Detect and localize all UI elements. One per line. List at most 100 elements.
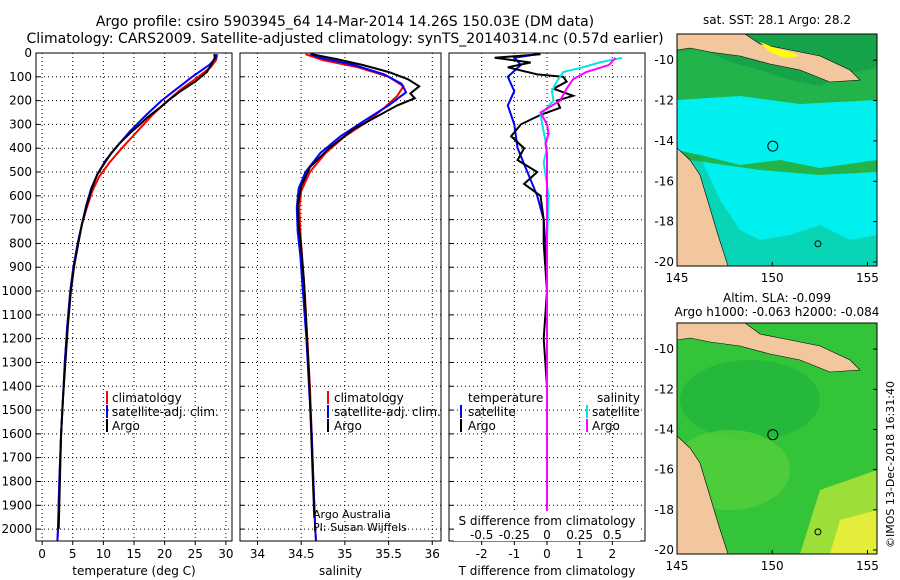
y-tick-label: 700 [9, 213, 32, 227]
title-line-2: Climatology: CARS2009. Satellite-adjuste… [26, 31, 663, 47]
salinity-legend: climatology satellite-adj. clim. Argo [327, 391, 441, 433]
sla-map-subtitle: Argo h1000: -0.063 h2000: -0.084 [675, 305, 880, 319]
map-y-tick-label: -20 [654, 255, 674, 269]
s-axis-backdrop [454, 511, 640, 541]
legend-s-satellite-label: satellite [592, 405, 640, 419]
y-tick-label: 400 [9, 141, 32, 155]
y-tick-label: 0 [24, 46, 32, 60]
x-tick-label: 34 [250, 547, 265, 561]
y-tick-label: 1600 [1, 427, 32, 441]
sla-map-frame [676, 322, 878, 555]
temperature-panel: 0 5 10 15 20 25 300100200300400500600700800900… [1, 46, 233, 578]
sla-dark-patch [680, 360, 820, 440]
legend-salinity-title: salinity [597, 391, 640, 405]
y-tick-label: 300 [9, 117, 32, 131]
map-y-tick-label: -18 [654, 215, 674, 229]
x-tick-label: 1 [576, 547, 584, 561]
sst-land-australia [677, 147, 729, 266]
y-tick-label: 1100 [1, 308, 32, 322]
sla-map: 145 150 155 -10 -12 -14 -16 -18 -20 [654, 322, 879, 573]
sla-map-title: Altim. SLA: -0.099 [723, 291, 831, 305]
y-tick-label: 1000 [1, 284, 32, 298]
y-tick-label: 100 [9, 70, 32, 84]
x-tick-label: 25 [188, 547, 203, 561]
y-tick-label: 500 [9, 165, 32, 179]
timestamp-side-text: ©IMOS 13-Dec-2018 16:31:40 [884, 381, 897, 548]
s-difference-label: S difference from climatology [459, 514, 636, 528]
legend-climatology-label: climatology [334, 391, 404, 405]
s-tick-label: 0.25 [566, 528, 593, 542]
legend-t-satellite-label: satellite [468, 405, 516, 419]
series-line-argo [296, 53, 421, 518]
salinity-panel: 34 34.5 35 35.5 36 salinity [239, 52, 442, 578]
legend-satellite-label: satellite-adj. clim. [334, 405, 441, 419]
legend-temperature-title: temperature [468, 391, 543, 405]
s-tick-label: 0 [543, 528, 551, 542]
temperature-legend: climatology satellite-adj. clim. Argo [106, 391, 219, 433]
legend-argo-label: Argo [334, 419, 362, 433]
map-x-tick-label: 145 [666, 559, 689, 573]
argo-location-marker [767, 140, 779, 152]
difference-panel: -2 -1 0 1 2 T difference from climatology [448, 52, 646, 578]
y-tick-label: 1200 [1, 332, 32, 346]
difference-legend: temperature satellite Argo salinity sate… [460, 391, 640, 433]
sla-yellow [830, 510, 877, 554]
sla-land-australia [677, 435, 729, 554]
x-tick-label: 20 [157, 547, 172, 561]
sla-land-png [677, 323, 861, 373]
map-y-tick-label: -16 [654, 463, 674, 477]
title-line-1: Argo profile: csiro 5903945_64 14-Mar-20… [96, 14, 594, 30]
legend-climatology-label: climatology [112, 391, 182, 405]
x-tick-label: 15 [126, 547, 141, 561]
map-x-tick-label: 150 [761, 271, 784, 285]
y-tick-label: 800 [9, 236, 32, 250]
y-tick-label: 600 [9, 189, 32, 203]
x-tick-label: 0 [38, 547, 46, 561]
sst-map-title: sat. SST: 28.1 Argo: 28.2 [703, 13, 851, 27]
legend-argo-label: Argo [112, 419, 140, 433]
x-tick-label: -2 [476, 547, 488, 561]
x-tick-label: 5 [69, 547, 77, 561]
map-y-tick-label: -16 [654, 174, 674, 188]
y-tick-label: 1300 [1, 355, 32, 369]
series-line-argo [57, 54, 216, 530]
map-y-tick-label: -14 [654, 422, 674, 436]
map-y-tick-label: -12 [654, 382, 674, 396]
secondary-marker [814, 240, 822, 248]
series-line-climatology [298, 53, 405, 542]
series-line-s-argo [539, 57, 617, 518]
x-tick-label: 35.5 [375, 547, 402, 561]
map-x-tick-label: 155 [856, 271, 879, 285]
x-tick-label: 10 [96, 547, 111, 561]
secondary-marker [814, 528, 822, 536]
map-x-tick-label: 145 [666, 271, 689, 285]
y-tick-label: 2000 [1, 522, 32, 536]
x-axis-label: T difference from climatology [458, 564, 636, 578]
map-y-tick-label: -10 [654, 53, 674, 67]
x-tick-label: 30 [218, 547, 233, 561]
x-tick-label: 34.5 [288, 547, 315, 561]
y-tick-label: 1800 [1, 474, 32, 488]
plot-frame [239, 52, 442, 542]
map-y-tick-label: -18 [654, 503, 674, 517]
y-tick-label: 1400 [1, 379, 32, 393]
legend-t-argo-label: Argo [468, 419, 496, 433]
legend-s-argo-label: Argo [592, 419, 620, 433]
map-y-tick-label: -10 [654, 342, 674, 356]
s-difference-ticks: -0.5 -0.25 0 0.25 0.5 [470, 528, 622, 542]
map-y-tick-label: -20 [654, 543, 674, 557]
sst-map-frame [676, 33, 878, 267]
s-tick-label: -0.25 [499, 528, 530, 542]
sst-cyan-south [690, 160, 877, 266]
map-y-tick-label: -14 [654, 134, 674, 148]
x-tick-label: -1 [508, 547, 520, 561]
credit-line-2: PI: Susan Wijffels [313, 521, 407, 534]
y-tick-label: 1700 [1, 451, 32, 465]
sst-cyan-band [677, 96, 877, 168]
series-line-t-argo [494, 53, 577, 518]
s-tick-label: 0.5 [603, 528, 622, 542]
y-tick-label: 1500 [1, 403, 32, 417]
sla-map-ticks: 145 150 155 -10 -12 -14 -16 -18 -20 [654, 342, 879, 573]
sst-green-south [677, 150, 877, 266]
